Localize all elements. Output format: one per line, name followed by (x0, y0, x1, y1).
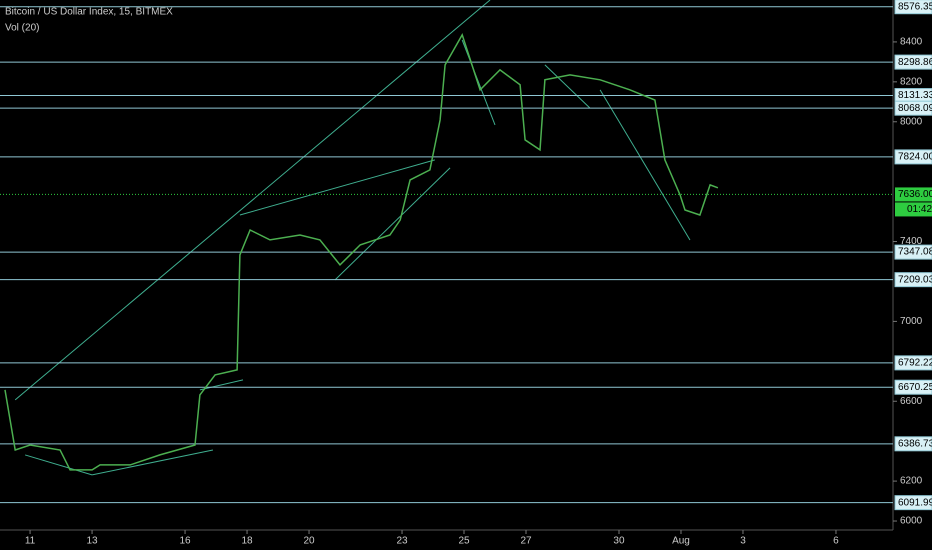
level-label: 8131.33 (898, 90, 932, 101)
level-label: 6386.73 (898, 438, 932, 449)
trend-line (14, 0, 491, 401)
level-label-box (894, 379, 932, 395)
level-label-box (894, 244, 932, 260)
trend-line (461, 39, 496, 126)
y-tick-label: 8000 (900, 116, 923, 127)
x-tick-label: 13 (86, 536, 98, 547)
trend-line (239, 159, 436, 216)
x-tick-label: 6 (833, 536, 839, 547)
x-tick-label: 18 (241, 536, 253, 547)
x-tick-label: 23 (396, 536, 408, 547)
y-tick-label: 7400 (900, 236, 923, 247)
y-tick-label: 8200 (900, 76, 923, 87)
level-label-box (894, 436, 932, 452)
level-label-box (894, 100, 932, 116)
x-tick-label: 30 (613, 536, 625, 547)
level-label-box (894, 355, 932, 371)
x-tick-label: 27 (520, 536, 532, 547)
level-label: 8298.86 (898, 57, 932, 68)
indicator-label: Vol (20) (5, 23, 39, 34)
trend-line (599, 89, 691, 241)
y-tick-label: 6600 (900, 396, 923, 407)
y-tick-label: 6000 (900, 516, 923, 527)
level-label: 7209.03 (898, 274, 932, 285)
x-tick-label: 11 (25, 536, 36, 547)
trend-line (199, 379, 244, 391)
trend-line (544, 64, 591, 109)
trend-line (91, 449, 214, 476)
level-label: 8068.09 (898, 103, 932, 114)
level-label: 7824.00 (898, 152, 932, 163)
x-tick-label: 3 (740, 536, 746, 547)
current-price-label: 7636.00 (898, 189, 932, 200)
level-label-box (894, 272, 932, 288)
countdown-box (895, 202, 932, 217)
y-tick-label: 7000 (900, 316, 923, 327)
y-tick-label: 8400 (900, 37, 923, 48)
level-label: 6091.99 (898, 497, 932, 508)
level-label: 6670.25 (898, 382, 932, 393)
level-label-box (894, 149, 932, 165)
level-label-box (894, 495, 932, 511)
level-label-box (894, 54, 932, 70)
level-label: 7347.08 (898, 247, 932, 258)
y-tick-label: 6200 (900, 476, 923, 487)
level-label: 6792.22 (898, 358, 932, 369)
chart-title: Bitcoin / US Dollar Index, 15, BITMEX (5, 7, 173, 18)
x-tick-label: 20 (303, 536, 315, 547)
countdown-label: 01:42 (907, 204, 932, 215)
x-tick-label: 16 (179, 536, 191, 547)
level-label-box (894, 0, 932, 15)
x-tick-label: 25 (458, 536, 470, 547)
trend-line (334, 167, 451, 281)
x-tick-label: Aug (672, 536, 690, 547)
price-line (4, 33, 719, 471)
trend-line (24, 454, 93, 476)
level-label: 8576.35 (898, 1, 932, 12)
current-price-box (895, 187, 932, 202)
